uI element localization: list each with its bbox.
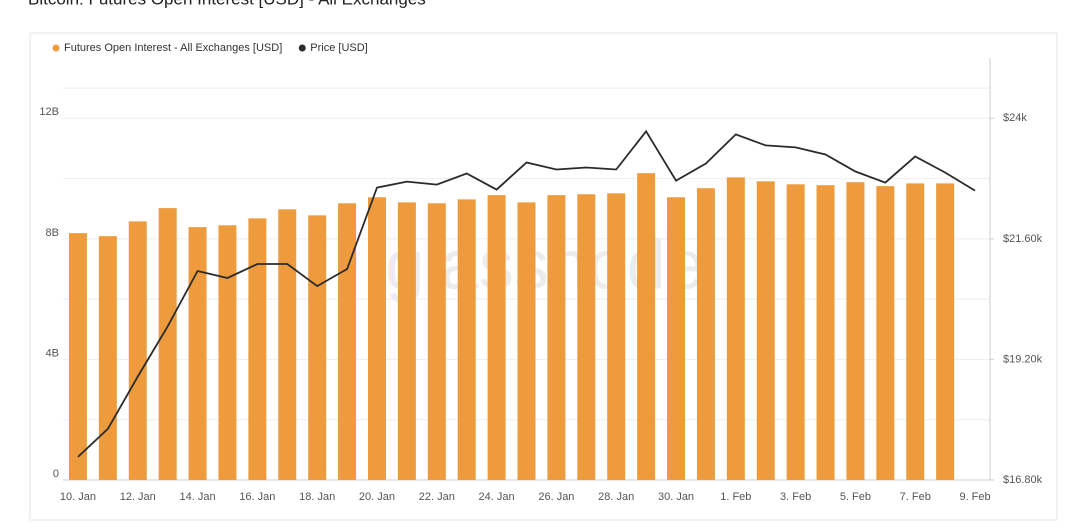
bar [547,195,566,480]
bar [128,221,147,481]
y-tick-label: 8B [46,227,59,239]
bar [667,197,686,480]
x-tick-label: 20. Jan [359,491,395,503]
bar [637,173,656,480]
x-tick-label: 26. Jan [538,491,574,503]
y2-tick-label: $19.20k [1003,353,1043,365]
bar [427,203,446,480]
bar [338,203,357,480]
bar [696,188,715,480]
x-tick-label: 18. Jan [299,491,335,503]
bar [248,218,267,481]
bar [278,209,297,480]
y-tick-label: 4B [46,347,59,359]
bar [517,202,536,481]
bar [816,185,835,480]
bar [906,183,925,480]
x-tick-label: 30. Jan [658,491,694,503]
y-tick-label: 12B [39,106,59,118]
legend-marker [52,44,60,52]
chart-title: Bitcoin: Futures Open Interest [USD] - A… [28,0,426,8]
x-tick-label: 28. Jan [598,491,634,503]
bar [68,233,87,480]
x-tick-label: 5. Feb [840,491,871,503]
bar [308,215,327,481]
bar [577,194,596,480]
x-tick-label: 7. Feb [900,491,931,503]
bar [487,195,506,480]
bar [876,186,895,480]
y2-tick-label: $21.60k [1003,233,1043,245]
bar [726,177,745,480]
x-tick-label: 22. Jan [419,491,455,503]
bar [188,227,207,480]
x-tick-label: 3. Feb [780,491,811,503]
y2-tick-label: $16.80k [1003,474,1043,486]
bar [218,225,237,480]
bar [98,236,117,480]
legend-label: Futures Open Interest - All Exchanges [U… [64,42,282,54]
x-tick-label: 9. Feb [959,491,990,503]
bar [367,197,386,480]
bar [397,202,416,481]
bar [158,208,177,480]
bar [846,182,865,480]
legend-label: Price [USD] [310,42,367,54]
y-tick-label: 0 [53,468,59,480]
legend-marker [298,44,306,52]
bar [936,183,955,480]
x-tick-label: 16. Jan [239,491,275,503]
bar [607,193,626,480]
y2-tick-label: $24k [1003,112,1027,124]
x-tick-label: 10. Jan [60,491,96,503]
bar [756,181,775,480]
bar [786,184,805,480]
x-tick-label: 14. Jan [180,491,216,503]
price-line [77,129,976,458]
x-tick-label: 1. Feb [720,491,751,503]
x-tick-label: 12. Jan [120,491,156,503]
bar [457,199,476,480]
x-tick-label: 24. Jan [479,491,515,503]
chart-frame [29,32,1058,521]
